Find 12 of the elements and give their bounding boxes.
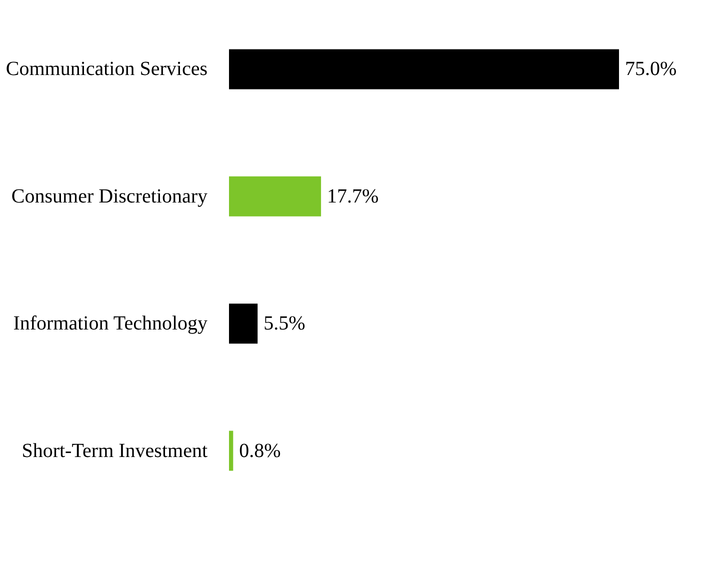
y-tick-label: Information Technology xyxy=(13,312,208,335)
bar xyxy=(229,176,322,216)
data-label: 17.7% xyxy=(327,185,379,208)
data-label: 75.0% xyxy=(625,58,677,80)
y-tick-label: Consumer Discretionary xyxy=(11,185,208,208)
data-label: 5.5% xyxy=(264,312,306,335)
bar xyxy=(229,430,234,471)
bar xyxy=(229,304,258,344)
y-tick-label: Communication Services xyxy=(6,58,208,80)
y-tick-label: Short-Term Investment xyxy=(22,440,208,462)
data-label: 0.8% xyxy=(239,440,281,462)
bar xyxy=(229,49,619,90)
